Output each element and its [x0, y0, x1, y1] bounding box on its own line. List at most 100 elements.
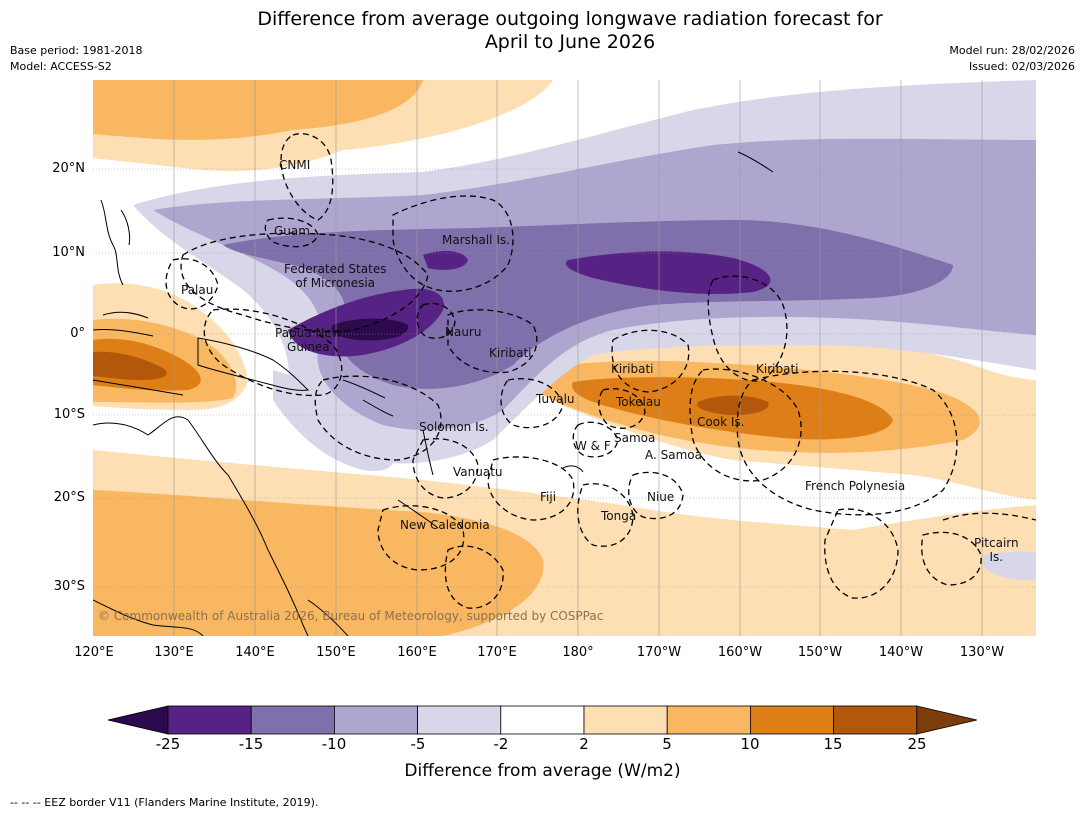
eez-footnote: -- -- -- EEZ border V11 (Flanders Marine…: [10, 796, 319, 809]
place-fsm: Federated States of Micronesia: [284, 262, 386, 290]
map-canvas: [93, 80, 1036, 636]
place-cook: Cook Is.: [697, 415, 745, 429]
issued-date: Issued: 02/03/2026: [968, 60, 1075, 73]
colorbar-tick-0: -25: [155, 735, 181, 753]
lon-label-150w: 150°W: [797, 645, 843, 660]
eez-south-a: [444, 545, 504, 609]
colorbar: [107, 705, 977, 735]
base-period: Base period: 1981-2018: [10, 44, 143, 57]
lon-label-140e: 140°E: [235, 645, 275, 660]
place-solomon: Solomon Is.: [419, 420, 489, 434]
fiji-coast: [562, 465, 584, 473]
place-tuvalu: Tuvalu: [536, 392, 575, 406]
model-name: Model: ACCESS-S2: [10, 60, 112, 73]
lon-label-170e: 170°E: [477, 645, 517, 660]
anomaly-neg10-15: [223, 220, 953, 389]
colorbar-segment: [417, 705, 502, 735]
place-pitcairn-line-1: Pitcairn: [974, 536, 1019, 550]
place-kiribati-c: Kiribati: [611, 362, 654, 376]
eez-cnmi: [280, 133, 334, 221]
eez-tonga: [577, 483, 634, 547]
solomon-coast: [342, 379, 394, 417]
lon-label-130e: 130°E: [154, 645, 194, 660]
lat-label-30s: 30°S: [53, 579, 85, 594]
place-palau: Palau: [181, 283, 214, 297]
colorbar-extend-low: [107, 705, 169, 735]
colorbar-tick-6: 5: [662, 735, 672, 753]
eez-nauru: [416, 302, 456, 339]
hawaii-coast: [737, 151, 774, 173]
anomaly-neg15-25-c: [565, 251, 771, 295]
model-run: Model run: 28/02/2026: [949, 44, 1075, 57]
colorbar-tick-9: 25: [907, 735, 927, 753]
colorbar-tick-7: 10: [740, 735, 760, 753]
place-png-line-2: Guinea: [287, 340, 330, 354]
colorbar-segment: [250, 705, 335, 735]
title-line-2: April to June 2026: [484, 31, 656, 53]
title-line-1: Difference from average outgoing longwav…: [257, 8, 883, 30]
indonesia-coast: [93, 311, 184, 396]
eez-kiribati-c: [611, 329, 690, 393]
colorbar-tick-8: 15: [823, 735, 843, 753]
eez-palau: [165, 258, 219, 310]
lat-label-20s: 20°S: [53, 490, 85, 505]
lon-label-160w: 160°W: [717, 645, 763, 660]
place-newcal: New Caledonia: [400, 518, 490, 532]
colorbar-tick-3: -5: [410, 735, 426, 753]
colorbar-tick-2: -10: [321, 735, 347, 753]
anomaly-5-10-south: [93, 490, 544, 636]
colorbar-segment: [750, 705, 835, 735]
eez-newcal: [377, 505, 465, 571]
positive-anomaly-fields: [93, 80, 1036, 636]
lon-label-140w: 140°W: [878, 645, 924, 660]
eez-niue: [628, 471, 684, 520]
eez-east-line: [942, 512, 1036, 521]
colorbar-segment: [500, 705, 585, 735]
lat-label-20n: 20°N: [52, 161, 85, 176]
place-niue: Niue: [647, 490, 675, 504]
map-panel: [93, 80, 1036, 636]
place-asamoa: A. Samoa: [645, 448, 702, 462]
copyright-notice: © Commonwealth of Australia 2026, Bureau…: [98, 609, 604, 623]
colorbar-extend-high: [916, 705, 977, 735]
eez-tokelau: [598, 388, 646, 429]
australia-coast: [93, 416, 309, 636]
vanuatu-coast: [422, 429, 434, 476]
place-nauru: Nauru: [445, 325, 482, 339]
eez-fiji: [487, 456, 575, 521]
eez-guam: [264, 217, 319, 248]
anomaly-neg-png: [273, 370, 394, 471]
eez-vanuatu: [412, 438, 479, 499]
anomaly-5-10-north: [93, 80, 423, 140]
anomaly-15-25-west: [93, 351, 167, 380]
meta-left: Base period: 1981-2018 Model: ACCESS-S2: [10, 43, 142, 75]
colorbar-tick-1: -15: [238, 735, 264, 753]
colorbar-tick-5: 2: [579, 735, 589, 753]
place-cnmi: CNMI: [279, 158, 311, 172]
anomaly-15-25-central: [697, 395, 769, 416]
eez-tuvalu: [500, 378, 564, 429]
meta-right: Model run: 28/02/2026 Issued: 02/03/2026: [949, 43, 1075, 75]
negative-anomaly-fields: [133, 80, 1036, 581]
eez-borders: [165, 133, 1036, 609]
coastlines: [93, 151, 774, 636]
lon-label-120e: 120°E: [74, 645, 114, 660]
anomaly-neg15-25-b: [423, 250, 468, 270]
place-pitcairn-line-2: Is.: [989, 550, 1004, 564]
colorbar-tick-4: -2: [493, 735, 509, 753]
place-pitcairn: Pitcairn Is.: [974, 536, 1019, 564]
lat-label-10n: 10°N: [52, 245, 85, 260]
anomaly-neg-se: [983, 551, 1036, 581]
lon-label-160e: 160°E: [397, 645, 437, 660]
lon-label-130w: 130°W: [959, 645, 1005, 660]
place-kiribati-w: Kiribati: [489, 346, 532, 360]
colorbar-title: Difference from average (W/m2): [404, 761, 681, 781]
anomaly-neg25: [331, 318, 409, 341]
eez-cook: [689, 368, 802, 482]
place-frenchpoly: French Polynesia: [805, 479, 906, 493]
lon-label-180: 180°: [562, 645, 594, 660]
place-png: Papua New Guinea: [275, 326, 342, 354]
place-png-line-1: Papua New: [275, 326, 342, 340]
colorbar-segment: [583, 705, 668, 735]
place-wf: W & F: [575, 439, 611, 453]
